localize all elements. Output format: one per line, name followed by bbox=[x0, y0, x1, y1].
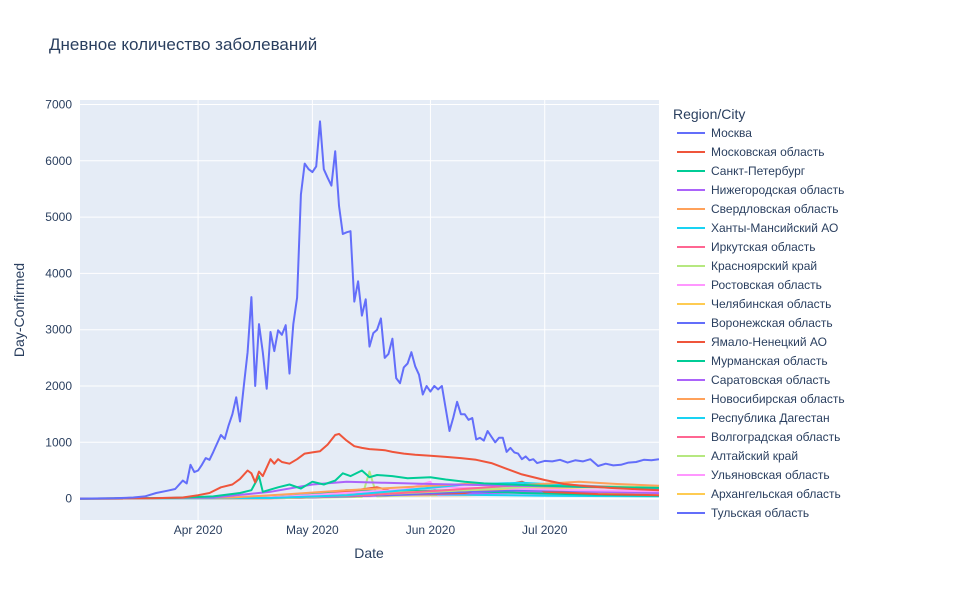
x-tick-label: Jul 2020 bbox=[522, 523, 568, 537]
series-line bbox=[80, 480, 659, 500]
legend-item-label: Саратовская область bbox=[711, 373, 830, 387]
y-tick-label: 3000 bbox=[45, 323, 72, 337]
y-tick-label: 6000 bbox=[45, 154, 72, 168]
legend-item-label: Алтайский край bbox=[711, 449, 798, 463]
legend-item-label: Красноярский край bbox=[711, 259, 817, 273]
plot-area bbox=[80, 100, 659, 520]
y-tick-label: 5000 bbox=[45, 210, 72, 224]
legend-item-label: Республика Дагестан bbox=[711, 411, 830, 425]
legend-item-label: Новосибирская область bbox=[711, 392, 845, 406]
legend: Москва Московская область Санкт-Петербург Н… bbox=[677, 126, 845, 520]
series-line bbox=[80, 432, 659, 500]
legend-item-label: Архангельская область bbox=[711, 487, 841, 501]
y-axis-title: Day-Confirmed bbox=[11, 263, 27, 357]
y-tick-label: 4000 bbox=[45, 266, 72, 280]
series-line bbox=[80, 120, 659, 500]
legend-item-label: Челябинская область bbox=[711, 297, 831, 311]
y-tick-label: 2000 bbox=[45, 379, 72, 393]
x-axis-title: Date bbox=[354, 545, 384, 561]
x-tick-label: Jun 2020 bbox=[406, 523, 456, 537]
legend-item-label: Ханты-Мансийский АО bbox=[711, 221, 838, 235]
legend-item-label: Ямало-Ненецкий АО bbox=[711, 335, 827, 349]
y-tick-label: 0 bbox=[65, 492, 72, 506]
legend-title: Region/City bbox=[673, 106, 745, 122]
x-axis-ticks: Apr 2020 May 2020 Jun 2020 Jul 2020 bbox=[174, 523, 568, 537]
legend-item-label: Волгоградская область bbox=[711, 430, 840, 444]
legend-item-label: Московская область bbox=[711, 145, 825, 159]
chart-title: Дневное количество заболеваний bbox=[49, 35, 317, 54]
legend-item-label: Мурманская область bbox=[711, 354, 828, 368]
y-tick-label: 1000 bbox=[45, 435, 72, 449]
legend-item-label: Иркутская область bbox=[711, 240, 816, 254]
y-tick-label: 7000 bbox=[45, 98, 72, 112]
legend-item-label: Ростовская область bbox=[711, 278, 822, 292]
legend-item-label: Нижегородская область bbox=[711, 183, 844, 197]
legend-item-label: Ульяновская область bbox=[711, 468, 830, 482]
legend-item-label: Москва bbox=[711, 126, 752, 140]
legend-item-label: Воронежская область bbox=[711, 316, 833, 330]
x-tick-label: Apr 2020 bbox=[174, 523, 223, 537]
legend-item-label: Санкт-Петербург bbox=[711, 164, 806, 178]
legend-item-label: Свердловская область bbox=[711, 202, 838, 216]
grid bbox=[80, 100, 659, 520]
y-axis-ticks: 0 1000 2000 3000 4000 5000 6000 7000 bbox=[45, 98, 72, 506]
series-lines bbox=[80, 120, 659, 500]
legend-item-label: Тульская область bbox=[711, 506, 809, 520]
x-tick-label: May 2020 bbox=[286, 523, 339, 537]
